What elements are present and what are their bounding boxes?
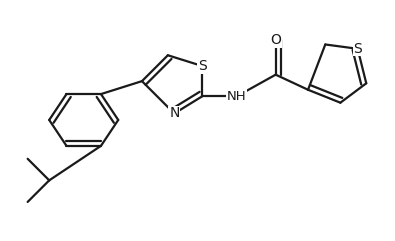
Text: O: O <box>270 33 281 47</box>
Text: N: N <box>169 107 179 120</box>
Text: S: S <box>198 59 207 73</box>
Text: NH: NH <box>227 90 246 103</box>
Text: S: S <box>353 42 362 56</box>
